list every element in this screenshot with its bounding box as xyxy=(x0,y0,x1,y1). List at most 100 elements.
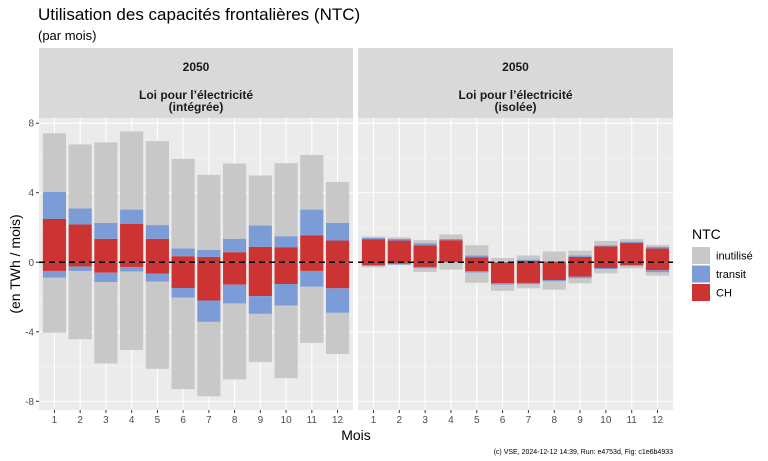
bar-CH-positive xyxy=(439,240,463,263)
bar-inutilisé-positive xyxy=(42,133,67,192)
bar-transit-positive xyxy=(645,246,670,249)
bar-CH-negative xyxy=(300,262,324,271)
bar-CH-negative xyxy=(325,262,350,289)
bar-transit-negative xyxy=(490,283,515,285)
bar-CH-negative xyxy=(568,262,592,277)
bar-inutilisé-negative xyxy=(325,312,350,355)
legend-key-inutilisé xyxy=(692,247,710,264)
bar-transit-negative xyxy=(274,283,298,306)
bar-transit-positive xyxy=(274,236,298,248)
x-axis-label: Mois xyxy=(341,427,371,443)
bar-inutilisé-positive xyxy=(568,250,592,256)
bar-CH-positive xyxy=(197,256,221,263)
bar-inutilisé-positive xyxy=(361,236,386,238)
bar-CH-positive xyxy=(223,252,247,263)
bar-transit-negative xyxy=(248,296,272,314)
bar-inutilisé-negative xyxy=(387,264,411,266)
bar-transit-negative xyxy=(594,267,618,270)
bar-inutilisé-positive xyxy=(223,163,247,239)
bar-inutilisé-negative xyxy=(274,305,298,379)
x-tick-label: 7 xyxy=(206,415,212,426)
bar-CH-positive xyxy=(274,247,298,263)
facet-strip-label: 2050 xyxy=(183,60,210,74)
x-tick-label: 11 xyxy=(307,415,318,426)
bar-transit-positive xyxy=(620,241,644,243)
bar-CH-negative xyxy=(413,262,437,267)
bar-CH-positive xyxy=(145,238,169,263)
bar-CH-negative xyxy=(645,262,670,271)
bar-inutilisé-positive xyxy=(248,175,272,226)
bar-transit-positive xyxy=(516,259,541,261)
chart-title: Utilisation des capacités frontalières (… xyxy=(38,5,360,24)
bar-CH-negative xyxy=(223,262,247,285)
x-tick-label: 4 xyxy=(448,415,454,426)
y-tick-label: 4 xyxy=(28,188,34,199)
x-tick-label: 3 xyxy=(422,415,428,426)
bar-inutilisé-positive xyxy=(439,234,463,239)
facet-strip-label: (intégrée) xyxy=(169,100,224,114)
x-tick-label: 10 xyxy=(281,415,293,426)
legend-key-transit xyxy=(692,265,710,283)
bar-inutilisé-positive xyxy=(197,174,221,250)
bar-CH-positive xyxy=(542,261,566,263)
bar-inutilisé-negative xyxy=(645,272,670,276)
bar-transit-negative xyxy=(645,270,670,273)
bar-CH-positive xyxy=(413,245,437,263)
bar-inutilisé-negative xyxy=(145,281,169,369)
bar-inutilisé-positive xyxy=(413,240,437,244)
bar-inutilisé-positive xyxy=(68,144,92,209)
bar-transit-positive xyxy=(568,255,592,257)
bar-inutilisé-positive xyxy=(490,257,515,262)
bar-CH-positive xyxy=(645,248,670,263)
bar-inutilisé-negative xyxy=(594,269,618,274)
bar-inutilisé-negative xyxy=(171,297,195,390)
bar-transit-positive xyxy=(68,208,92,225)
bar-CH-positive xyxy=(465,257,489,263)
bar-CH-positive xyxy=(248,246,272,263)
bar-inutilisé-negative xyxy=(542,281,566,290)
bar-CH-negative xyxy=(361,262,386,266)
bar-CH-negative xyxy=(145,262,169,274)
bar-transit-positive xyxy=(325,222,350,241)
bar-CH-negative xyxy=(274,262,298,284)
bar-CH-positive xyxy=(171,256,195,263)
bar-CH-positive xyxy=(94,238,118,263)
facet-strip-label: Loi pour l’électricité xyxy=(139,88,253,102)
bar-CH-positive xyxy=(594,246,618,263)
bar-transit-positive xyxy=(465,255,489,258)
bar-transit-negative xyxy=(387,263,411,265)
bar-inutilisé-negative xyxy=(490,284,515,291)
bar-CH-negative xyxy=(171,262,195,288)
bar-CH-negative xyxy=(120,262,144,267)
bar-transit-positive xyxy=(439,238,463,241)
bar-CH-negative xyxy=(42,262,67,271)
bar-transit-negative xyxy=(516,282,541,285)
bar-transit-positive xyxy=(300,209,324,236)
bar-inutilisé-positive xyxy=(120,131,144,210)
bar-inutilisé-negative xyxy=(223,303,247,380)
legend-title: NTC xyxy=(692,226,721,242)
bar-CH-negative xyxy=(542,262,566,280)
bar-transit-positive xyxy=(361,237,386,240)
bar-inutilisé-positive xyxy=(387,237,411,239)
facet-strip xyxy=(358,48,673,118)
bar-inutilisé-negative xyxy=(361,266,386,268)
bar-inutilisé-positive xyxy=(145,141,169,226)
x-tick-label: 1 xyxy=(371,415,377,426)
bar-transit-positive xyxy=(120,209,144,224)
legend-label: CH xyxy=(716,288,732,300)
facet-strip xyxy=(39,48,353,118)
bar-CH-positive xyxy=(568,256,592,263)
bar-CH-positive xyxy=(42,218,67,263)
y-tick-label: -4 xyxy=(25,327,34,338)
legend-label: inutilisé xyxy=(716,251,753,263)
bar-transit-positive xyxy=(197,249,221,257)
bar-transit-positive xyxy=(248,225,272,247)
bar-inutilisé-negative xyxy=(516,284,541,289)
y-tick-label: 8 xyxy=(28,119,34,130)
x-tick-label: 4 xyxy=(129,415,135,426)
bar-transit-negative xyxy=(413,266,437,269)
bar-inutilisé-positive xyxy=(171,158,195,249)
